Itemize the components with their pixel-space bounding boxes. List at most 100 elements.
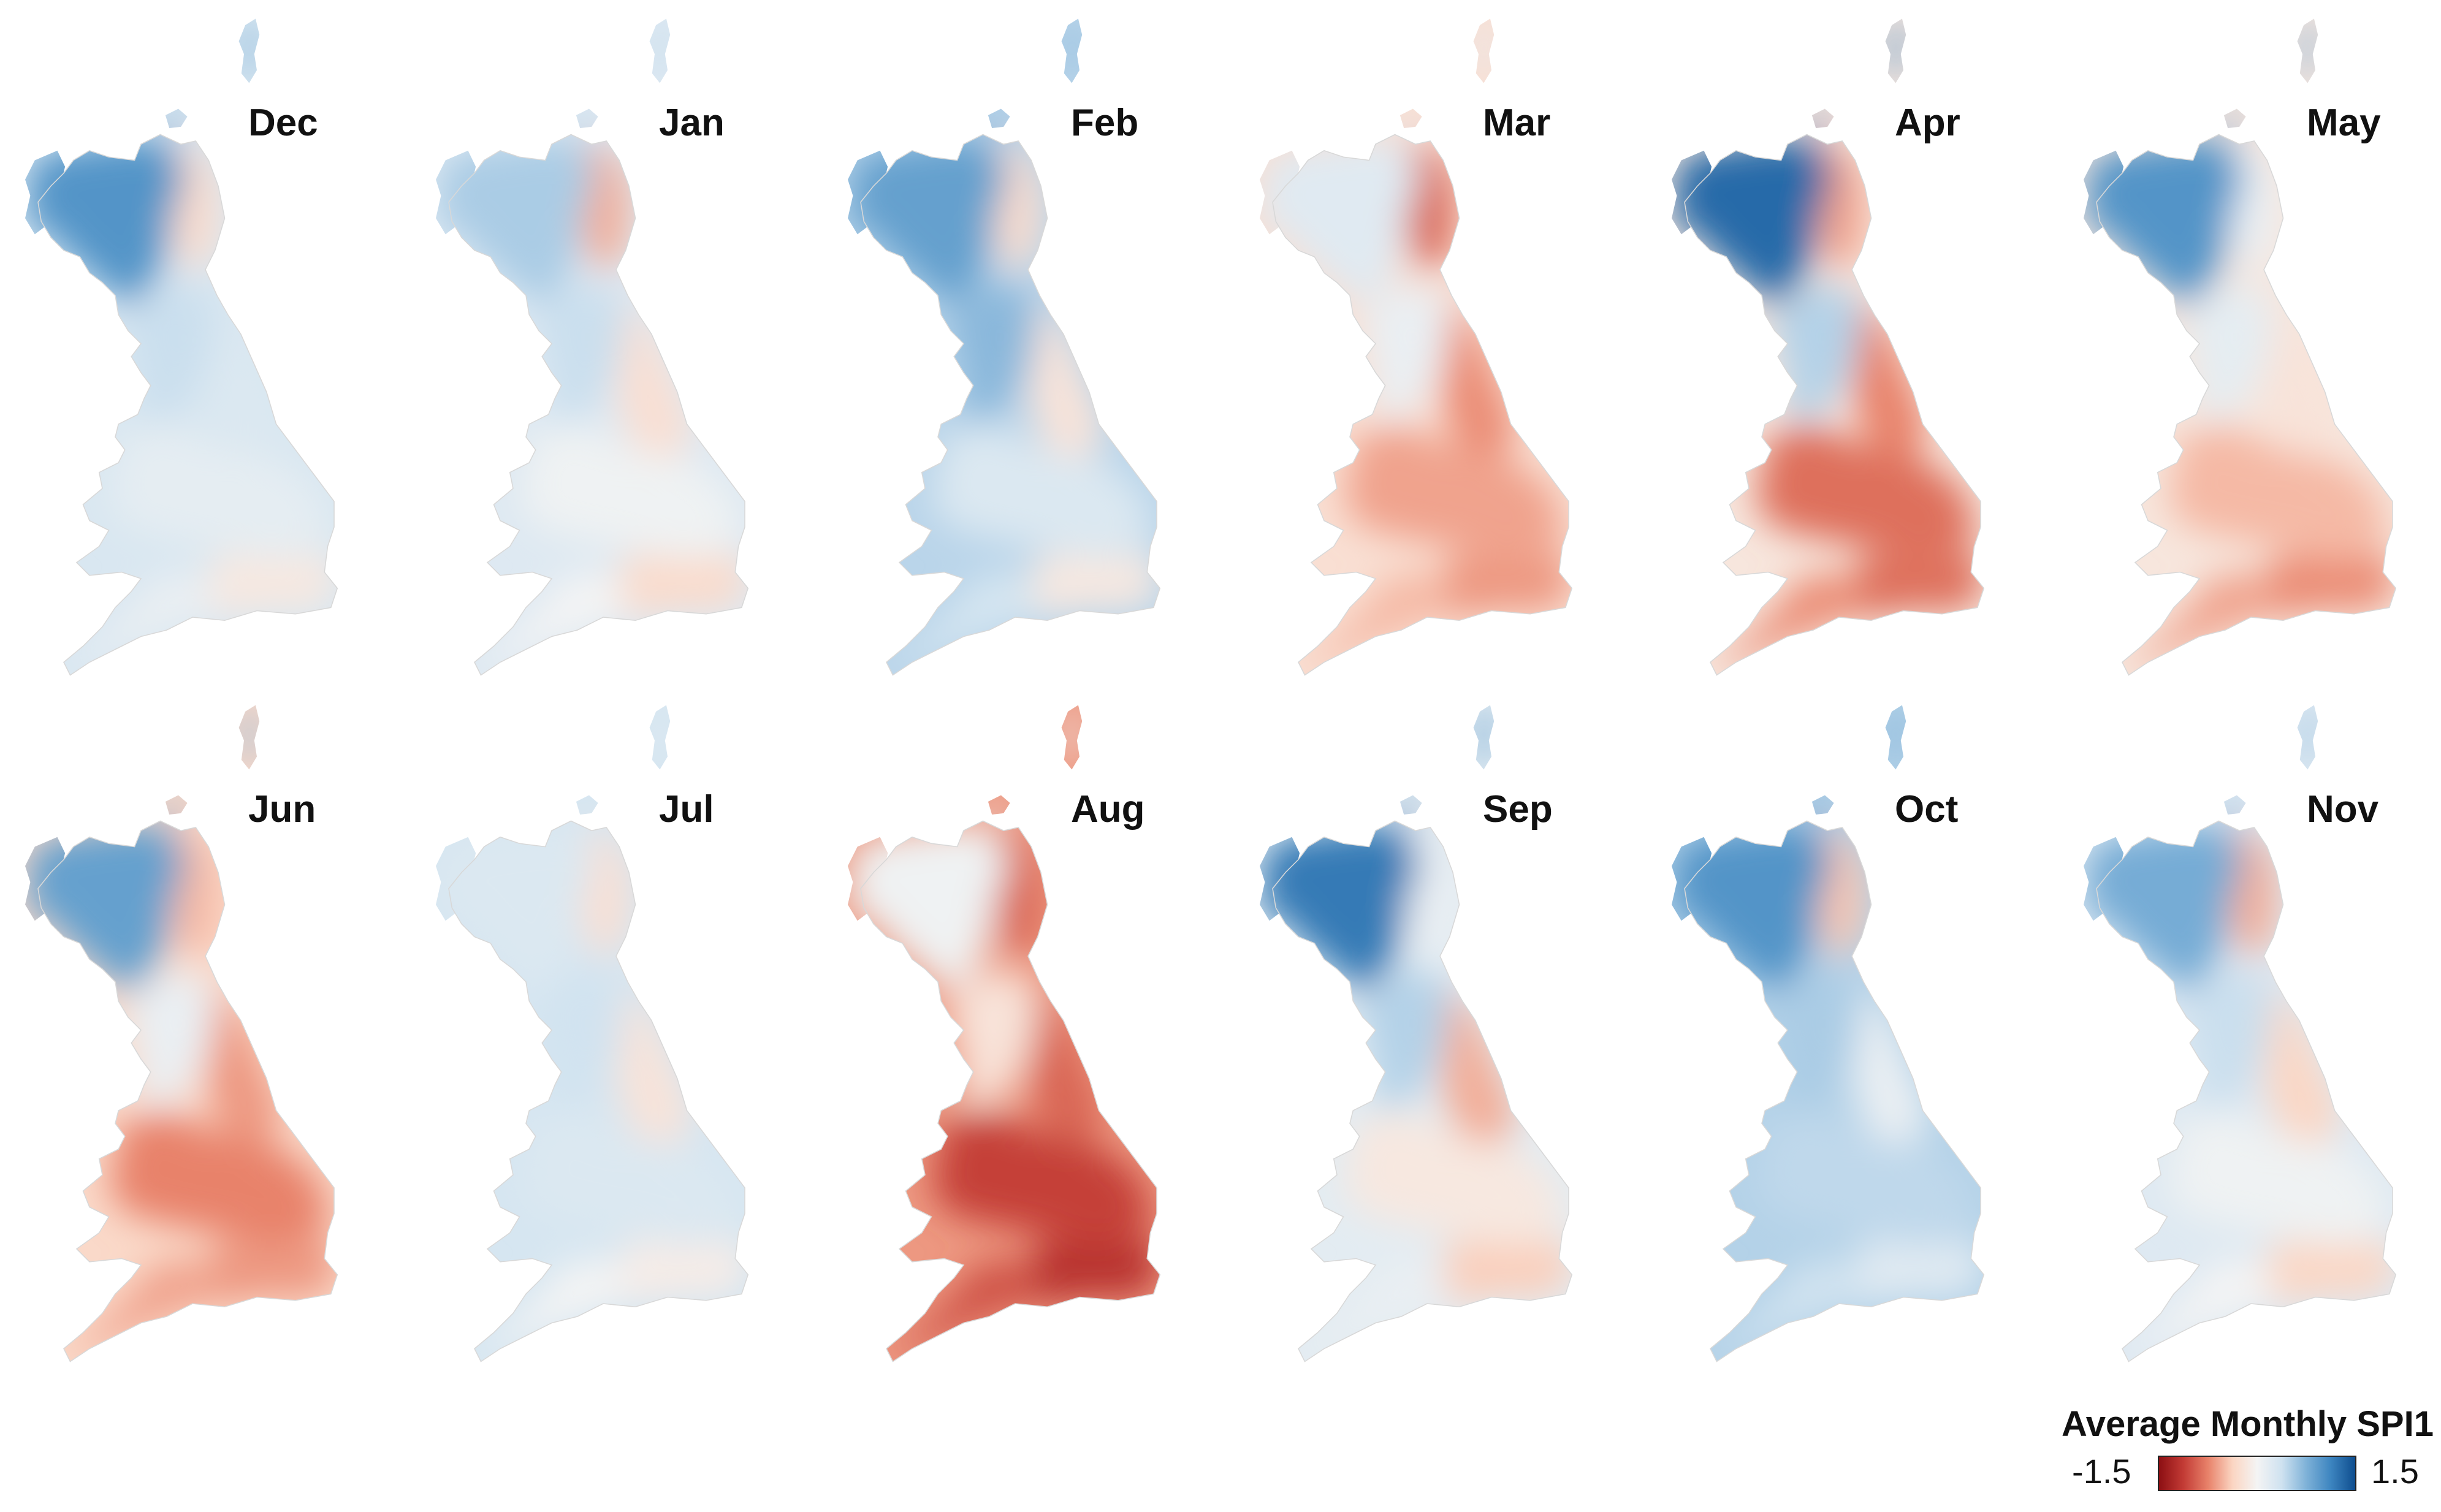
region-scot-east [1404,830,1455,956]
hebrides-fill [25,150,66,235]
month-label-may: May [2307,102,2381,144]
month-label-apr: Apr [1895,102,1960,144]
region-southeast [2250,552,2396,617]
legend-min-label: -1.5 [2072,1452,2131,1491]
region-east [616,982,693,1149]
region-scot-east [581,144,631,270]
shetland-fill [1885,705,1906,770]
region-east [1852,982,1929,1149]
region-north [449,824,610,995]
region-west [1363,282,1453,424]
region-midlands [931,424,1154,560]
month-label-dec: Dec [248,102,318,144]
hebrides-fill [436,150,476,235]
region-west [951,969,1041,1111]
region-east [1852,295,1929,463]
orkney-fill [576,795,598,815]
hebrides-fill [848,837,888,921]
region-west [951,282,1041,424]
region-southwest [2122,1258,2277,1355]
orkney-fill [2223,108,2246,128]
hebrides-fill [1260,150,1300,235]
region-scot-east [2228,830,2279,956]
region-east [2264,295,2341,463]
month-label-jan: Jan [659,102,725,144]
region-southeast [1015,1239,1160,1304]
shetland-fill [649,18,671,83]
region-scot-east [1404,144,1455,270]
orkney-fill [988,108,1010,128]
region-southeast [603,1239,748,1304]
region-southeast [192,1239,338,1304]
region-north [861,137,1022,308]
hebrides-fill [1672,837,1712,921]
region-southeast [1426,1239,1572,1304]
region-scot-east [170,144,220,270]
region-west [128,969,218,1111]
orkney-fill [1811,795,1834,815]
region-southeast [1838,1239,1984,1304]
region-scot-east [992,144,1043,270]
region-north [1685,137,1846,308]
shetland-fill [1061,705,1083,770]
region-east [2264,982,2341,1149]
region-southeast [603,552,748,617]
region-midlands [2167,424,2390,560]
region-west [539,282,629,424]
color-legend: Average Monthly SPI1 -1.5 1.5 [2062,1404,2434,1508]
coastline [860,134,1161,676]
region-southwest [474,572,629,669]
orkney-fill [576,108,598,128]
shetland-fill [649,705,671,770]
region-southeast [1838,552,1984,617]
legend-title: Average Monthly SPI1 [2061,1404,2434,1444]
region-east [205,982,283,1149]
region-north [1273,137,1434,308]
coastline [1684,820,1985,1362]
region-southwest [474,1258,629,1355]
region-midlands [1343,1111,1566,1246]
region-scot-east [170,830,220,956]
region-west [1775,969,1865,1111]
region-southeast [1426,552,1572,617]
month-label-nov: Nov [2307,788,2379,830]
region-north [38,824,199,995]
orkney-fill [1811,108,1834,128]
region-southwest [64,1258,218,1355]
region-southwest [2122,572,2277,669]
region-east [205,295,283,463]
shetland-fill [1885,18,1906,83]
region-east [1028,295,1105,463]
hebrides-fill [436,837,476,921]
region-midlands [931,1111,1154,1246]
coastline [448,820,749,1362]
region-west [539,969,629,1111]
month-label-aug: Aug [1071,788,1145,830]
region-midlands [519,424,742,560]
region-west [128,282,218,424]
month-label-sep: Sep [1483,788,1553,830]
region-southwest [1710,572,1865,669]
region-midlands [1343,424,1566,560]
coastline [1684,134,1985,676]
region-southeast [192,552,338,617]
hebrides-fill [2084,150,2124,235]
orkney-fill [1399,108,1422,128]
shetland-fill [238,705,260,770]
month-label-mar: Mar [1483,102,1551,144]
region-southeast [2250,1239,2396,1304]
region-southwest [886,572,1041,669]
month-label-jun: Jun [248,788,316,830]
coastline [2096,820,2397,1362]
shetland-fill [1473,705,1495,770]
coastline [448,134,749,676]
orkney-fill [2223,795,2246,815]
region-north [2096,137,2258,308]
region-scot-east [581,830,631,956]
shetland-fill [1061,18,1083,83]
month-label-jul: Jul [659,788,714,830]
region-midlands [1755,1111,1978,1246]
region-scot-east [1816,830,1867,956]
